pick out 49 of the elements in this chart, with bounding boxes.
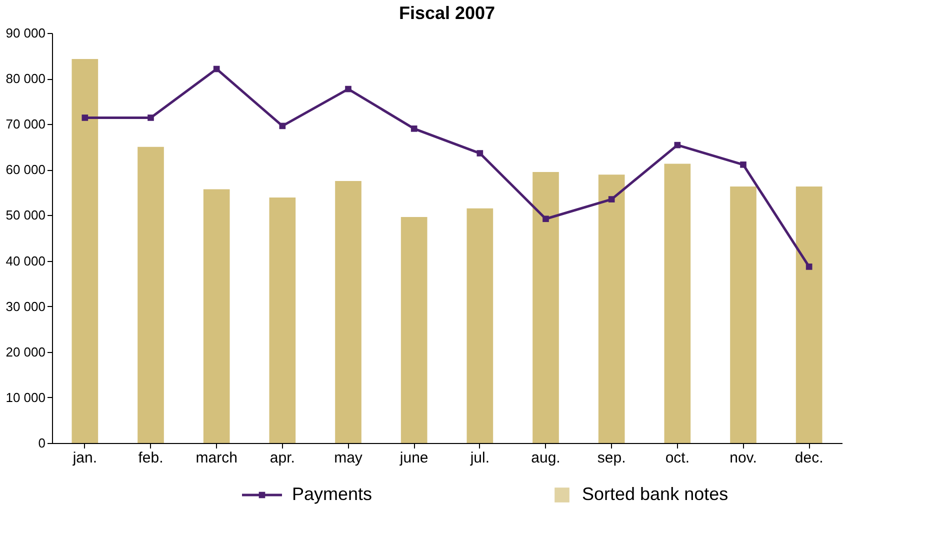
chart-title: Fiscal 2007	[398, 3, 496, 23]
x-tick-label: jul.	[469, 450, 490, 466]
bar	[730, 186, 756, 443]
legend-label: Payments	[292, 484, 372, 504]
point	[806, 264, 812, 270]
bar	[335, 181, 362, 443]
y-tick-label: 20 000	[6, 344, 46, 360]
bar	[138, 146, 164, 443]
y-tick-label: 90 000	[6, 26, 46, 40]
point	[345, 86, 352, 92]
y-tick-label: 30 000	[6, 298, 46, 314]
x-tick-label: dec.	[794, 450, 824, 466]
bar	[664, 164, 691, 443]
point	[279, 122, 286, 130]
x-tick-label: oct.	[665, 450, 690, 466]
x-tick-label: aug.	[531, 450, 560, 466]
point	[410, 126, 418, 132]
point	[213, 66, 220, 72]
point	[674, 142, 681, 148]
legend-label: Sorted bank notes	[582, 484, 728, 504]
point	[608, 196, 615, 202]
point	[148, 114, 154, 121]
bar	[598, 174, 625, 443]
y-tick-label: 40 000	[6, 253, 46, 268]
point	[542, 216, 549, 222]
x-tick-label: feb.	[138, 450, 164, 466]
y-tick-label: 50 000	[6, 208, 46, 223]
point	[476, 150, 484, 156]
y-tick-label: 60 000	[6, 162, 46, 178]
bar	[203, 189, 230, 443]
bar	[532, 172, 559, 443]
y-tick-label: 70 000	[6, 116, 46, 132]
x-tick-label: may	[334, 450, 363, 466]
y-tick-label: 10 000	[6, 390, 46, 405]
bar	[466, 208, 494, 443]
bar	[269, 197, 296, 443]
x-tick-label: nov.	[730, 450, 757, 466]
bar	[796, 186, 822, 443]
x-tick-label: june	[398, 450, 428, 466]
x-tick-label: apr.	[270, 450, 295, 466]
x-tick-label: sep.	[597, 450, 626, 466]
y-tick-label: 0	[38, 436, 46, 450]
bar	[72, 58, 98, 443]
bar	[400, 217, 428, 443]
x-tick-label: march	[196, 450, 238, 466]
y-tick-label: 80 000	[6, 71, 46, 86]
point	[82, 114, 88, 121]
point	[740, 161, 746, 168]
x-tick-label: jan.	[72, 450, 98, 466]
